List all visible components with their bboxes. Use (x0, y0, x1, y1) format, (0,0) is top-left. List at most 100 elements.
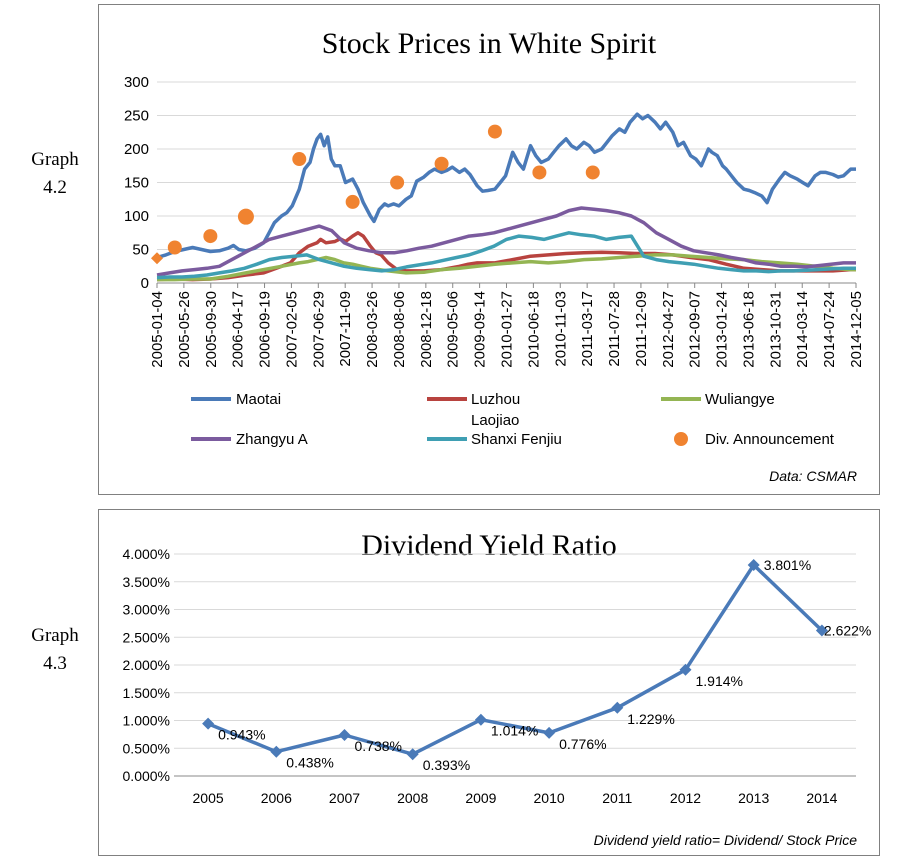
y-tick-label: 0.000% (123, 768, 170, 784)
y-tick-label: 200 (124, 141, 149, 158)
data-label: 2.622% (824, 622, 871, 638)
graph-label-4-3: Graph 4.3 (20, 622, 90, 678)
graph-label-number: 4.2 (43, 177, 67, 198)
x-tick-label: 2013-01-24 (714, 291, 731, 368)
div-announcement-marker (292, 152, 307, 167)
x-tick-label: 2011-03-17 (579, 291, 596, 367)
legend-label-fenjiu: Shanxi Fenjiu (471, 431, 562, 448)
x-tick-label: 2009 (465, 790, 496, 806)
yield-point (543, 726, 556, 739)
x-tick-label: 2011-12-09 (633, 291, 650, 367)
x-tick-label: 2005-05-26 (176, 291, 193, 368)
x-tick-label: 2013-06-18 (740, 291, 757, 368)
x-tick-label: 2012-09-07 (687, 291, 704, 368)
data-label: 3.801% (764, 557, 811, 573)
legend-label-zhangyu: Zhangyu A (236, 431, 308, 448)
div-announcement-marker (390, 175, 405, 190)
data-label: 1.229% (627, 711, 674, 727)
chart-title: Dividend Yield Ratio (361, 529, 617, 562)
data-label: 0.776% (559, 736, 606, 752)
legend-label-luzhou-laojiao: Laojiao (471, 412, 519, 429)
div-announcement-marker (532, 165, 547, 180)
graph-label-number: 4.3 (43, 653, 67, 674)
x-tick-label: 2010-01-27 (499, 291, 516, 368)
div-announcement-marker (434, 156, 449, 171)
div-announcement-marker (237, 208, 254, 225)
x-tick-label: 2013-10-31 (767, 291, 784, 368)
dividend-yield-chart-panel: Dividend Yield Ratio 0.000% 0.500% 1.000% 1… (98, 509, 880, 856)
yield-point (202, 717, 215, 730)
x-tick-label: 2010-06-18 (525, 291, 542, 368)
y-tick-label: 1.500% (123, 685, 170, 701)
y-tick-label: 150 (124, 175, 149, 192)
yield-point (474, 713, 487, 726)
data-label: 1.014% (491, 723, 538, 739)
data-label: 0.738% (355, 738, 402, 754)
legend-swatch-div (674, 432, 688, 446)
yield-point (679, 663, 692, 676)
data-label: 0.438% (286, 755, 333, 771)
x-tick-label: 2006-09-19 (257, 291, 274, 368)
y-tick-label: 3.000% (123, 602, 170, 618)
dividend-yield-chart: Dividend Yield Ratio 0.000% 0.500% 1.000% 1… (123, 529, 872, 848)
div-announcement-marker (151, 252, 163, 265)
x-tick-label: 2012-04-27 (660, 291, 677, 368)
yield-point (747, 559, 760, 572)
series-line-fenjiu (156, 231, 856, 280)
legend-label-wuliangye: Wuliangye (705, 391, 775, 408)
x-tick-label: 2008-03-26 (364, 291, 381, 368)
x-tick-label: 2008-08-06 (391, 291, 408, 368)
x-tick-label: 2005 (193, 790, 224, 806)
graph-label-4-2: Graph 4.2 (20, 146, 90, 202)
x-tick-label: 2009-05-06 (445, 291, 462, 368)
x-tick-label: 2013 (738, 790, 769, 806)
series-line-maotai (156, 112, 856, 260)
y-tick-label: 3.500% (123, 574, 170, 590)
y-tick-label: 0 (141, 275, 149, 292)
series-line-zhangyu (156, 206, 856, 277)
x-tick-label: 2012 (670, 790, 701, 806)
legend-label-maotai: Maotai (236, 391, 281, 408)
graph-label-word: Graph (31, 149, 79, 170)
y-tick-label: 0.500% (123, 740, 170, 756)
graph-label-word: Graph (31, 625, 79, 646)
yield-point (270, 745, 283, 758)
yield-point (338, 729, 351, 742)
x-tick-label: 2006 (261, 790, 292, 806)
data-label: 0.393% (423, 757, 470, 773)
yield-point (406, 748, 419, 761)
div-announcement-marker (487, 124, 502, 139)
y-tick-label: 100 (124, 208, 149, 225)
y-tick-label: 2.000% (123, 657, 170, 673)
data-label: 1.914% (696, 673, 743, 689)
chart-title: Stock Prices in White Spirit (322, 27, 657, 60)
x-tick-label: 2007-06-29 (310, 291, 327, 368)
formula-note: Dividend yield ratio= Dividend/ Stock Pr… (594, 832, 858, 848)
x-tick-label: 2009-09-14 (472, 291, 489, 368)
x-tick-label: 2010-11-03 (552, 291, 569, 367)
x-tick-label: 2014 (806, 790, 837, 806)
data-source-note: Data: CSMAR (769, 468, 857, 484)
x-tick-label: 2007 (329, 790, 360, 806)
stock-prices-chart-panel: Stock Prices in White Spirit 0 50 100 150 20… (98, 4, 880, 495)
x-tick-label: 2006-04-17 (230, 291, 247, 368)
y-tick-label: 300 (124, 74, 149, 91)
legend-label-luzhou: Luzhou (471, 391, 520, 408)
div-announcement-marker (345, 194, 360, 209)
yield-line (207, 563, 824, 756)
legend-label-div: Div. Announcement (705, 431, 835, 448)
div-announcement-marker (203, 229, 218, 244)
x-tick-label: 2014-12-05 (848, 291, 865, 368)
x-tick-label: 2014-07-24 (821, 291, 838, 368)
div-announcement-marker (585, 165, 600, 180)
x-tick-label: 2010 (534, 790, 565, 806)
y-tick-label: 1.000% (123, 713, 170, 729)
y-tick-label: 250 (124, 108, 149, 125)
x-tick-label: 2014-03-14 (794, 291, 811, 368)
x-tick-label: 2008-12-18 (418, 291, 435, 368)
yield-point (815, 624, 828, 637)
x-tick-label: 2008 (397, 790, 428, 806)
y-tick-label: 2.500% (123, 629, 170, 645)
x-tick-label: 2011 (602, 790, 632, 806)
data-label: 0.943% (218, 727, 265, 743)
